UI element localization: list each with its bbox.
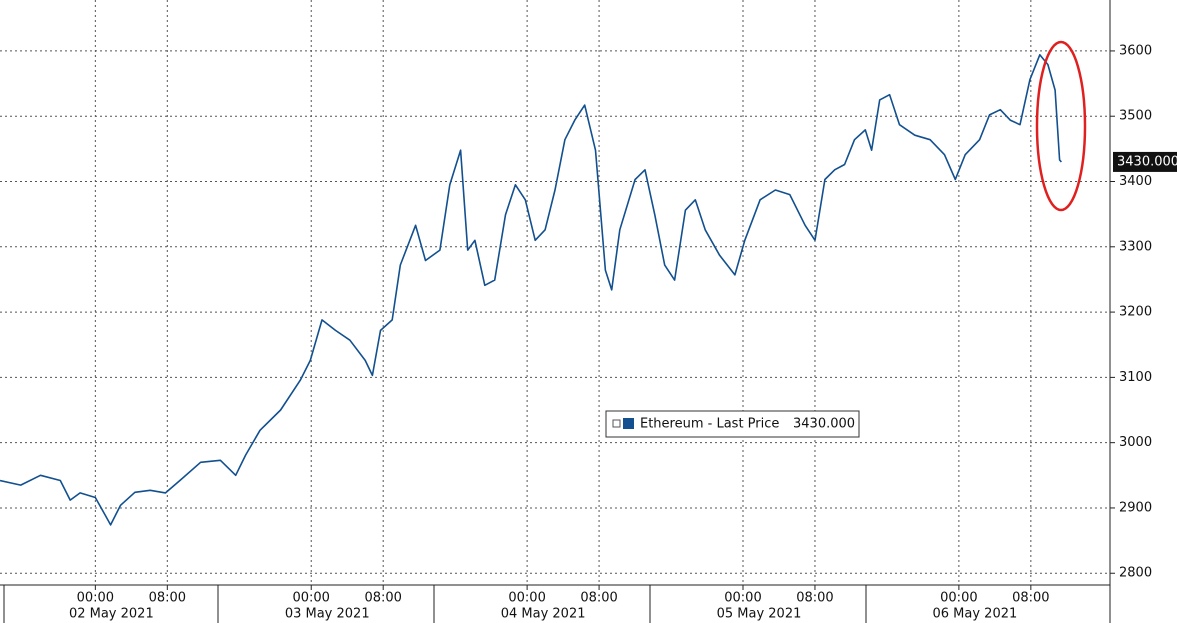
last-price-label: 3430.000 bbox=[1117, 154, 1177, 169]
legend-toggle bbox=[612, 419, 621, 428]
plot bbox=[0, 54, 1062, 526]
y-tick-label: 3500 bbox=[1119, 109, 1152, 124]
x-tick-label: 08:00 bbox=[580, 591, 617, 606]
y-tick-label: 3000 bbox=[1119, 435, 1152, 450]
x-tick-label: 00:00 bbox=[940, 591, 977, 606]
y-tick-label: 3200 bbox=[1119, 305, 1152, 320]
y-tick-label: 3400 bbox=[1119, 174, 1152, 189]
x-date-label: 04 May 2021 bbox=[501, 607, 586, 622]
legend-box bbox=[605, 410, 860, 438]
x-date-label: 06 May 2021 bbox=[932, 607, 1017, 622]
y-tick-label: 2800 bbox=[1119, 566, 1152, 581]
x-tick-label: 00:00 bbox=[724, 591, 761, 606]
x-tick-label: 08:00 bbox=[149, 591, 186, 606]
grid bbox=[0, 0, 1110, 585]
y-tick-label: 3600 bbox=[1119, 43, 1152, 58]
x-tick-label: 08:00 bbox=[1012, 591, 1049, 606]
legend-label: Ethereum - Last Price bbox=[640, 417, 779, 432]
x-date-label: 05 May 2021 bbox=[717, 607, 802, 622]
last-price-box bbox=[1113, 151, 1177, 172]
price-line bbox=[0, 54, 1062, 526]
x-tick-label: 00:00 bbox=[292, 591, 329, 606]
y-tick-label: 2900 bbox=[1119, 500, 1152, 515]
x-date-label: 02 May 2021 bbox=[69, 607, 154, 622]
x-tick-label: 08:00 bbox=[796, 591, 833, 606]
x-tick-label: 00:00 bbox=[508, 591, 545, 606]
legend-swatch bbox=[623, 418, 634, 429]
legend-value: 3430.000 bbox=[793, 417, 855, 432]
highlight-ellipse bbox=[1035, 40, 1087, 212]
y-tick-label: 3100 bbox=[1119, 370, 1152, 385]
x-tick-label: 00:00 bbox=[77, 591, 114, 606]
x-tick-label: 08:00 bbox=[364, 591, 401, 606]
x-date-label: 03 May 2021 bbox=[285, 607, 370, 622]
legend: Ethereum - Last Price 3430.000 bbox=[605, 410, 860, 438]
y-tick-label: 3300 bbox=[1119, 239, 1152, 254]
